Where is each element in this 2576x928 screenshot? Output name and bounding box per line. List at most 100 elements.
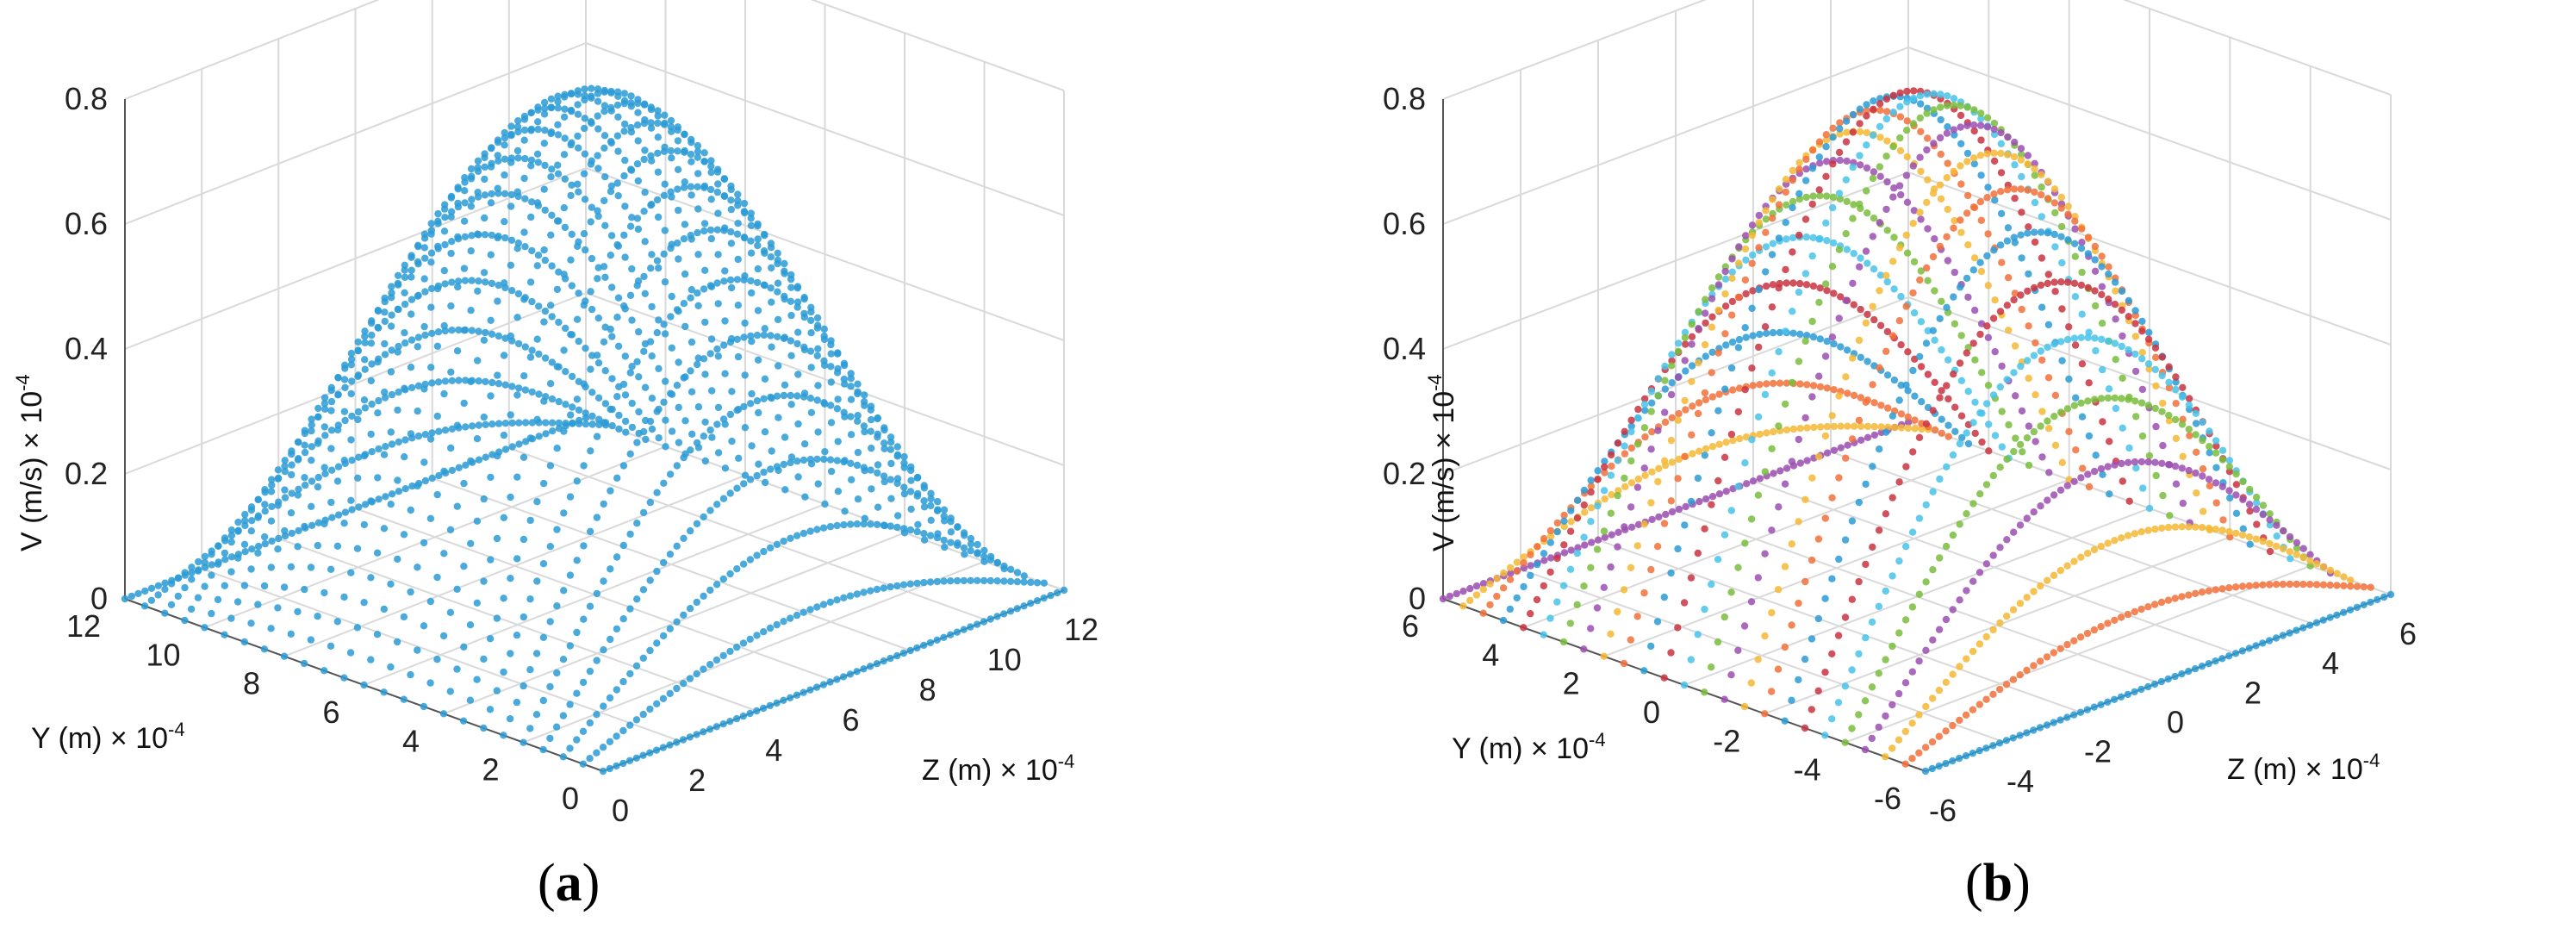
data-point <box>787 337 794 345</box>
data-point <box>974 550 981 557</box>
data-point <box>801 493 809 501</box>
data-point <box>1580 533 1588 541</box>
data-point <box>555 397 563 406</box>
data-point <box>1928 738 1937 746</box>
data-point <box>1895 736 1903 744</box>
data-point <box>407 588 414 596</box>
data-point <box>1882 587 1889 595</box>
data-point <box>1964 388 1972 395</box>
data-point <box>654 119 662 128</box>
data-point <box>1895 182 1904 190</box>
data-point <box>2044 195 2052 202</box>
data-point <box>1749 287 1757 295</box>
data-point <box>1654 427 1662 434</box>
data-point <box>1567 546 1575 554</box>
data-point <box>1936 315 1944 322</box>
data-point <box>248 545 256 553</box>
data-point <box>2009 606 2018 613</box>
data-point <box>1500 569 1508 577</box>
data-point <box>261 508 269 515</box>
data-point <box>541 308 550 315</box>
data-point <box>487 316 495 324</box>
data-point <box>1896 146 1905 155</box>
data-point <box>368 331 376 339</box>
data-point <box>1943 382 1951 389</box>
data-point <box>579 678 588 687</box>
data-point <box>741 424 750 432</box>
data-point <box>348 506 356 514</box>
data-point <box>301 441 308 449</box>
data-point <box>507 493 514 501</box>
data-point <box>1977 171 1985 179</box>
data-point <box>2064 236 2072 244</box>
data-point <box>760 247 768 255</box>
data-point <box>688 191 695 199</box>
data-point <box>1843 128 1851 136</box>
data-point <box>675 255 682 263</box>
data-point <box>1600 487 1608 495</box>
data-point <box>1996 619 2004 627</box>
data-point <box>1600 583 1608 591</box>
data-point <box>1849 354 1857 362</box>
data-point <box>580 230 588 238</box>
data-point <box>408 310 415 318</box>
data-point <box>1783 201 1790 209</box>
data-point <box>1763 329 1770 337</box>
data-point <box>1809 333 1818 341</box>
data-point <box>493 687 501 694</box>
data-point <box>714 352 722 360</box>
data-point <box>474 157 482 165</box>
data-point <box>581 150 589 158</box>
data-point <box>608 333 616 340</box>
data-point <box>793 611 801 620</box>
data-point <box>1782 219 1789 227</box>
data-point <box>147 596 156 604</box>
data-point <box>407 670 414 679</box>
data-point <box>367 497 375 505</box>
data-point <box>1614 457 1621 464</box>
data-point <box>1942 542 1951 551</box>
data-point <box>494 184 501 192</box>
data-point <box>1896 113 1905 121</box>
data-point <box>1895 557 1903 565</box>
data-point <box>1862 634 1870 642</box>
data-point <box>1931 378 1938 386</box>
data-point <box>487 199 495 207</box>
data-point <box>1553 519 1561 527</box>
data-point <box>381 294 389 302</box>
data-point <box>953 628 961 636</box>
data-point <box>560 271 568 278</box>
data-point <box>628 265 636 273</box>
data-point <box>355 453 363 461</box>
data-point <box>388 294 395 302</box>
data-point <box>2010 296 2018 304</box>
data-point <box>488 231 495 240</box>
data-point <box>594 359 603 367</box>
data-point <box>900 483 908 491</box>
data-point <box>706 350 714 358</box>
data-point <box>555 318 563 327</box>
data-point <box>2105 385 2113 393</box>
data-point <box>2003 237 2012 245</box>
grid-line <box>283 474 746 657</box>
z-tick-label: 12 <box>1064 612 1098 647</box>
data-point <box>395 388 402 396</box>
data-point <box>867 406 874 414</box>
data-point <box>214 595 222 604</box>
data-point <box>706 226 715 234</box>
data-point <box>633 595 641 603</box>
data-point <box>501 445 510 453</box>
data-point <box>495 281 502 290</box>
data-point <box>1843 246 1851 253</box>
data-point <box>353 624 362 632</box>
data-point <box>2137 528 2145 536</box>
data-point <box>1708 493 1717 501</box>
data-point <box>561 223 569 232</box>
data-point <box>1783 379 1790 387</box>
data-point <box>2085 432 2094 440</box>
y-tick-label: 2 <box>1563 666 1580 701</box>
data-point <box>433 412 441 420</box>
data-point <box>1836 130 1844 138</box>
data-point <box>621 202 629 210</box>
data-point <box>554 121 562 128</box>
